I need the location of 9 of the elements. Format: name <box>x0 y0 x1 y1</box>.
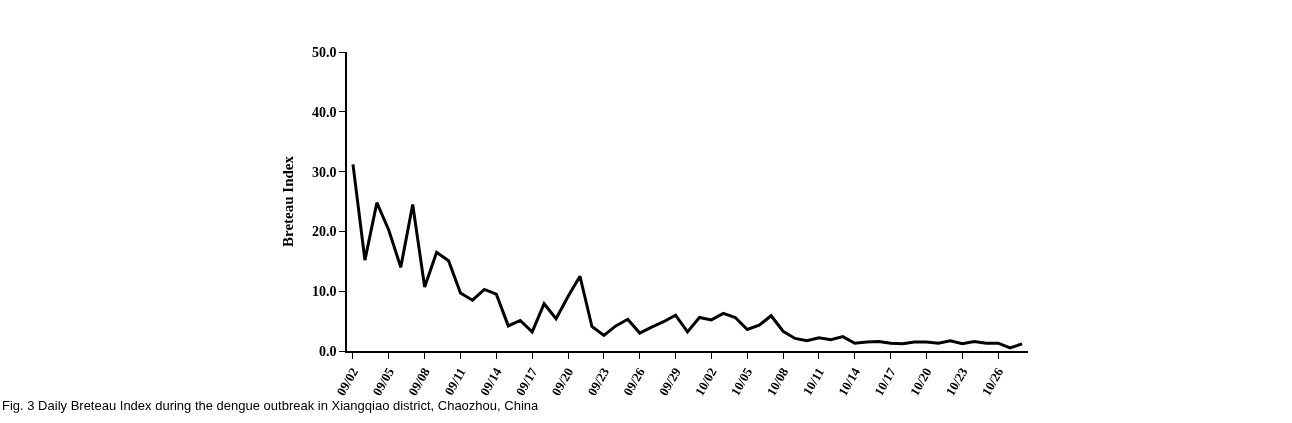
line-series <box>351 162 1024 350</box>
y-axis-title: Breteau Index <box>279 155 296 247</box>
caption: Fig. 3 Daily Breteau Index during the dengue outbreak in Xiangqiao district, Chaozhou, China <box>2 398 539 413</box>
y-tick-label: 20.0 <box>311 224 337 240</box>
y-tick-label: 10.0 <box>311 284 337 300</box>
y-tick-label: 40.0 <box>311 104 337 120</box>
y-tick-label: 50.0 <box>311 44 337 60</box>
y-tick-label: 0.0 <box>318 343 337 359</box>
y-tick-label: 30.0 <box>311 164 337 180</box>
